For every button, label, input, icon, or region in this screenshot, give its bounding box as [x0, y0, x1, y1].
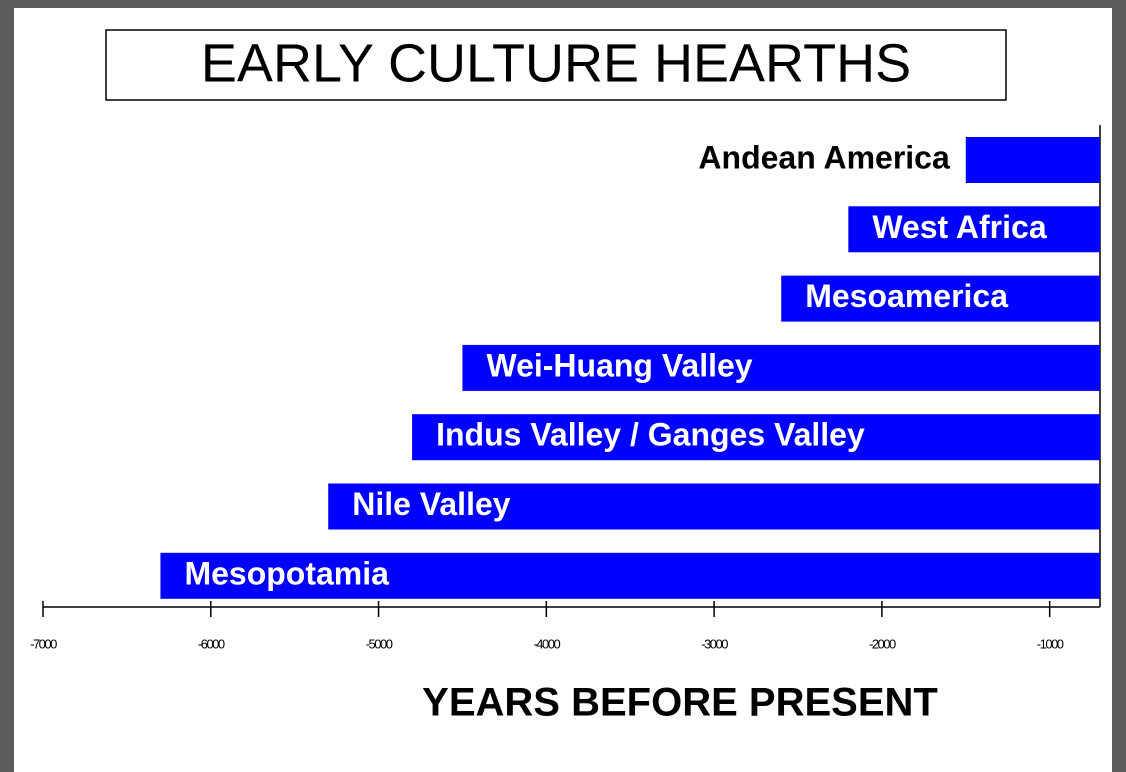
bar	[160, 552, 1100, 599]
x-tick-label: -1000	[1037, 636, 1064, 651]
x-tick-label: -5000	[366, 636, 393, 651]
x-tick-label: -3000	[701, 636, 728, 651]
bar	[328, 483, 1100, 530]
bar	[412, 414, 1101, 461]
x-tick-label: -7000	[30, 636, 57, 651]
bar-label: Indus Valley / Ganges Valley	[436, 417, 865, 453]
bar	[462, 344, 1100, 391]
bar-label: Nile Valley	[352, 486, 511, 522]
x-axis-label: YEARS BEFORE PRESENT	[422, 681, 938, 725]
bar	[965, 137, 1100, 183]
x-tick-label: -4000	[533, 636, 560, 651]
x-tick-label: -6000	[198, 636, 225, 651]
chart-title: EARLY CULTURE HEARTHS	[201, 33, 911, 93]
x-tick-label: -2000	[869, 636, 896, 651]
bar	[781, 275, 1100, 322]
bar-label: West Africa	[872, 209, 1046, 245]
title-box	[105, 29, 1007, 101]
bar	[848, 206, 1100, 253]
bar-label: Mesoamerica	[805, 278, 1008, 314]
bar-label: Andean America	[698, 139, 950, 175]
bar-label: Wei-Huang Valley	[486, 347, 752, 383]
bar-label: Mesopotamia	[184, 555, 389, 591]
